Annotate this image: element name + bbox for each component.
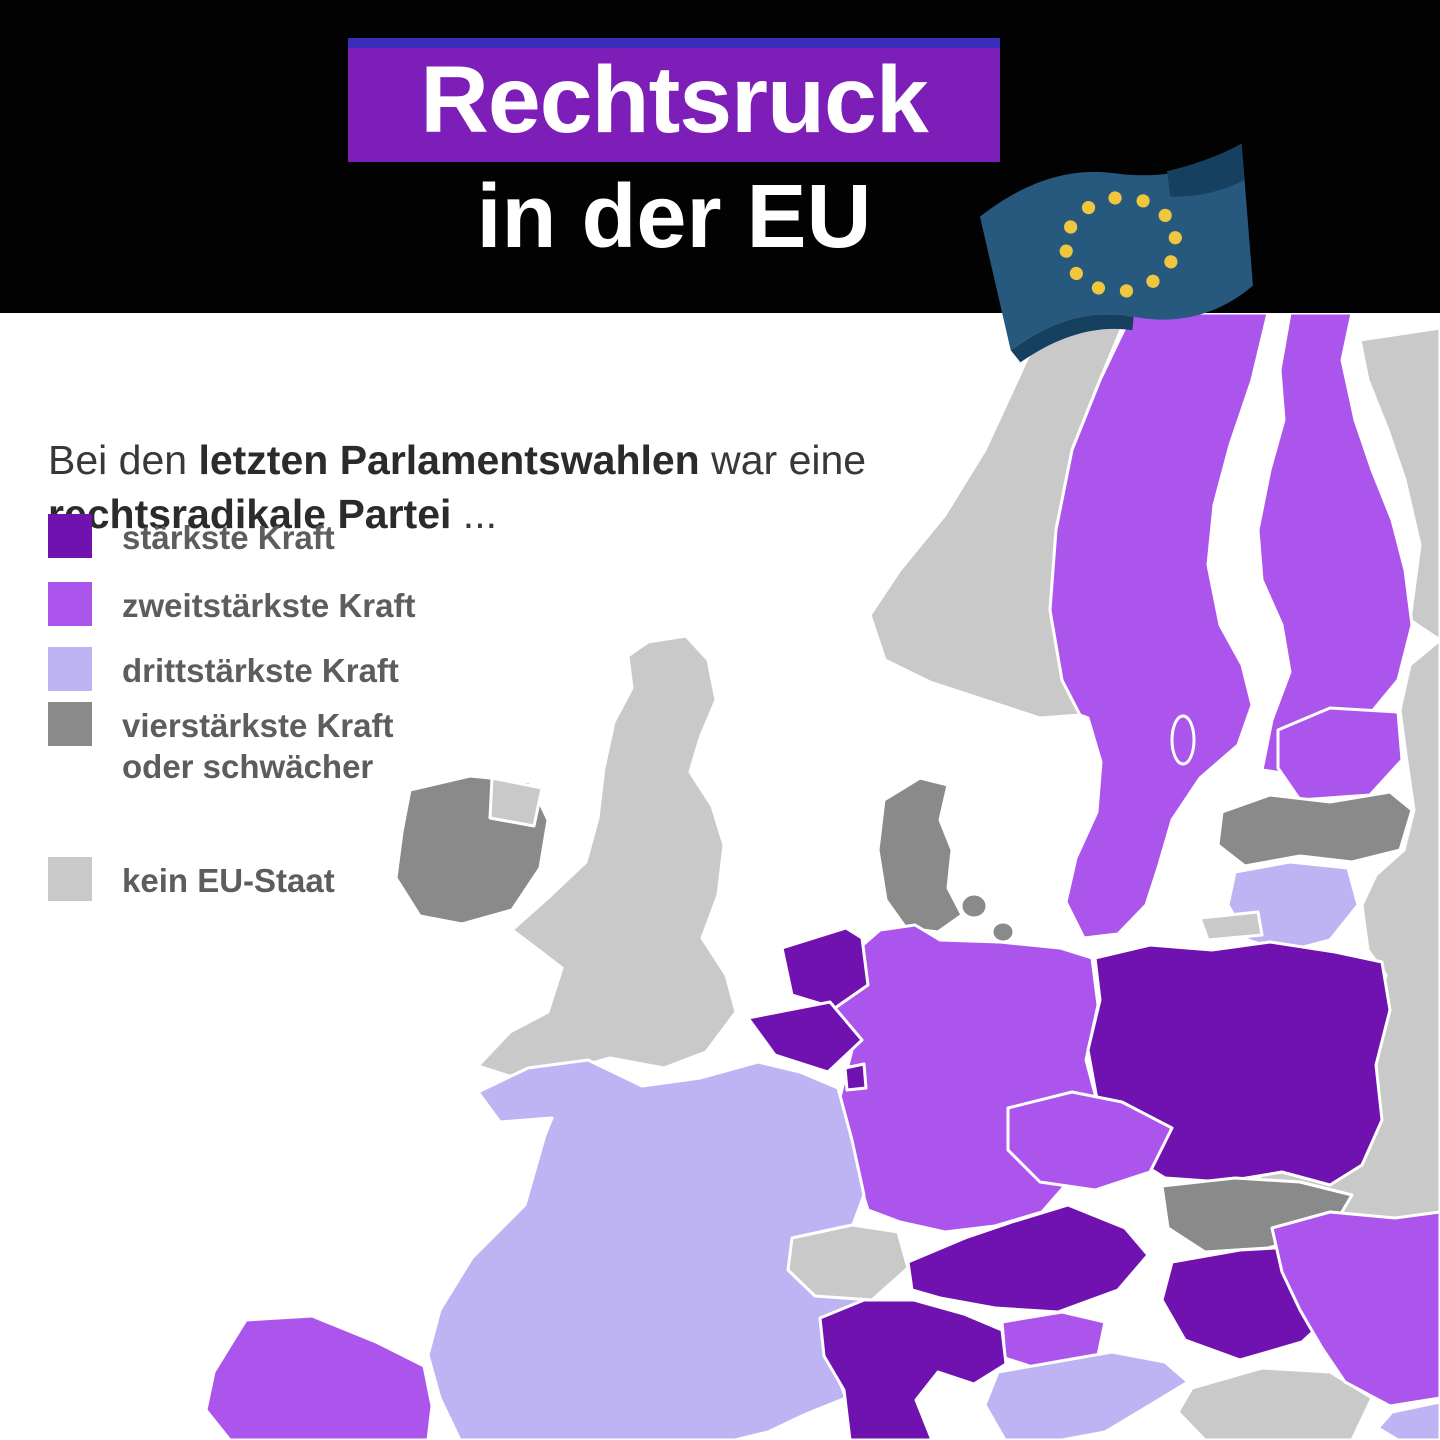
eu-flag-star [1091,281,1106,295]
legend-swatch-second [48,582,92,627]
eu-flag-star [1108,191,1122,205]
country-croatia [983,1350,1190,1440]
legend-swatch-fourth [48,701,92,746]
intro-part1: Bei den [48,437,199,483]
country-denmark-island [959,892,989,920]
country-latvia [1216,790,1414,868]
country-denmark-island [990,920,1016,944]
eu-flag-fold-bottom [1010,314,1134,363]
legend-item-strongest: stärkste Kraft [48,514,422,558]
eu-flag-star [1069,266,1083,281]
country-denmark [876,776,964,934]
country-spain [204,1314,434,1440]
country-bulgaria [1376,1400,1440,1440]
intro-part2: war eine [699,437,867,483]
legend-label: stärkste Kraft [122,519,335,556]
legend-swatch-non-eu [48,857,92,902]
country-romania [1270,1210,1440,1408]
eu-flag-star [1168,231,1182,245]
eu-flag-star [1164,255,1178,269]
legend-swatch-third [48,646,92,691]
title-badge-strip [348,38,1000,48]
legend-item-second: zweitstärkste Kraft [48,582,422,627]
eu-flag-star [1064,220,1078,234]
country-luxembourg [843,1062,868,1092]
legend-label: kein EU-Staat [122,862,335,900]
eu-flag-star [1146,274,1160,288]
legend-swatch-strongest [48,514,92,558]
eu-flag-star [1059,244,1073,258]
legend-label: zweitstärkste Kraft [122,587,416,625]
country-netherlands [780,926,870,1010]
country-bosnia-serbia [1176,1366,1374,1440]
legend-label: vierstärkste Kraft oder schwächer [122,706,394,785]
legend: stärkste Kraft zweitstärkste Kraft dritt… [48,514,422,902]
eu-flag-star [1081,200,1096,215]
eu-flag-fold-top [1167,143,1245,197]
country-gotland [1170,714,1196,766]
legend-item-non-eu: kein EU-Staat [48,857,422,902]
title-badge: Rechtsruck [348,38,1000,162]
country-russia-north [1358,326,1440,642]
country-belgium [746,1000,864,1074]
country-austria [906,1203,1150,1314]
country-switzerland [786,1223,910,1302]
eu-flag-icon [965,129,1280,388]
intro-part3: ... [451,491,497,538]
country-france [426,1058,874,1440]
europe-map [0,313,1440,1440]
legend-label: drittstärkste Kraft [122,651,399,689]
page-subtitle: in der EU [476,167,872,267]
country-italy [818,1298,1008,1440]
eu-flag-star [1136,194,1150,208]
page-title: Rechtsruck [420,46,928,153]
country-northern-ireland [488,776,544,828]
legend-item-third: drittstärkste Kraft [48,646,422,691]
intro-bold2: rechtsradikale Partei [48,491,452,538]
intro-text: Bei den letzten Parlamentswahlen war ein… [48,433,948,541]
country-kaliningrad [1198,910,1264,942]
country-estonia [1276,706,1404,802]
country-czechia [1006,1090,1174,1192]
eu-flag-star [1119,284,1134,298]
country-sweden [1048,313,1270,940]
legend-item-fourth: vierstärkste Kraft oder schwächer [48,701,422,788]
eu-flag-star [1158,208,1172,223]
intro-bold1: letzten Parlamentswahlen [198,437,700,483]
eu-flag-stars [1059,191,1182,298]
